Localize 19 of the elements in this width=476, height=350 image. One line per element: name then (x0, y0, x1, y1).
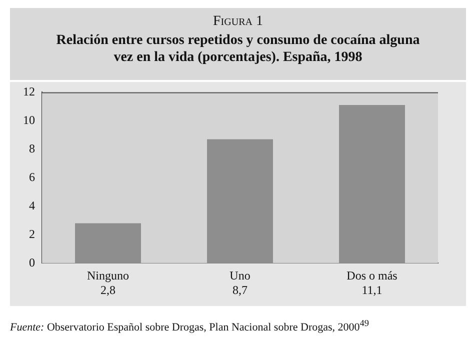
chart-title: Figura 1 (212, 14, 264, 30)
bar (339, 105, 405, 264)
y-tick-label: 10 (23, 112, 35, 127)
y-tick-label: 2 (29, 226, 35, 241)
y-tick-label: 8 (29, 141, 35, 156)
chart-subtitle: Relación entre cursos repetidos y consumo de cocaína alguna vez en la vida (porcentajes). España, 1998 (55, 32, 421, 66)
y-tick-label: 12 (23, 84, 35, 98)
data-label: 11,1 (362, 282, 382, 297)
data-label: 8,7 (232, 282, 248, 297)
x-tick-label: Dos o más (346, 268, 398, 283)
y-tick-label: 6 (29, 170, 35, 184)
bar (75, 223, 141, 264)
data-label: 2,8 (100, 282, 116, 297)
x-tick-label: Uno (230, 268, 250, 283)
source-note: Fuente: Observatorio Español sobre Drogas, Plan Nacional sobre Drogas, 2000$^{49}$ (10, 318, 369, 334)
y-tick-label: 0 (29, 255, 35, 270)
x-tick-label: Ninguno (87, 268, 129, 283)
bar (207, 139, 273, 264)
y-tick-label: 4 (29, 198, 35, 212)
